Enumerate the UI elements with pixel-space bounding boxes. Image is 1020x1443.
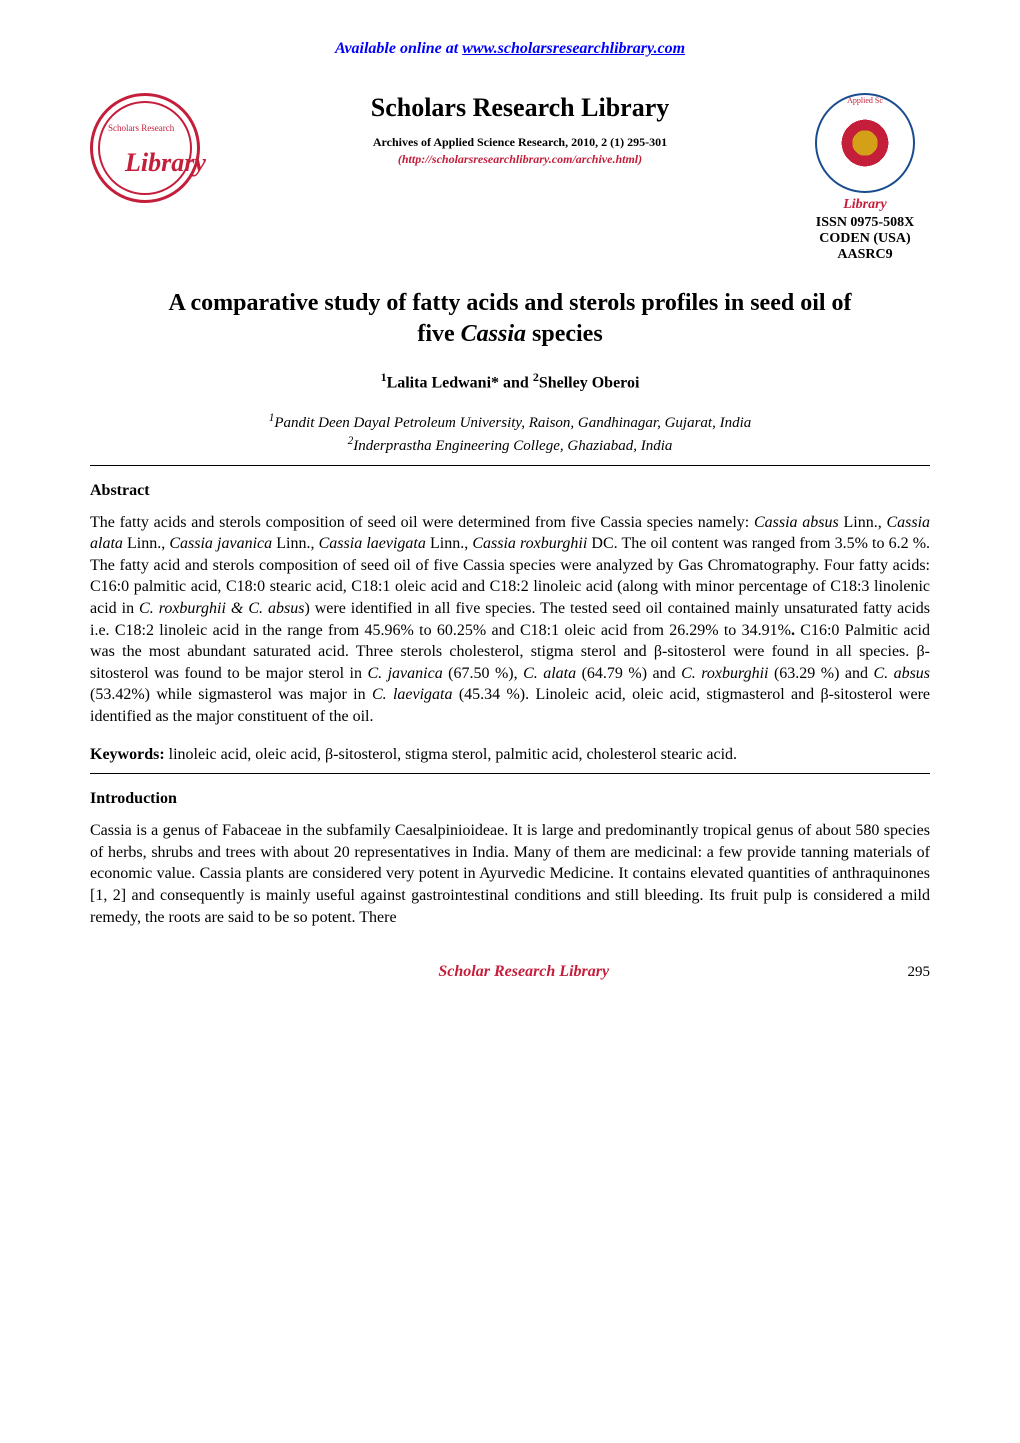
abstract-p12: (53.42%) while sigmasterol was major in <box>90 686 372 703</box>
abstract-p10: (64.79 %) and <box>576 665 681 682</box>
abstract-p5: Linn., <box>426 535 472 552</box>
abstract-i10: C. absus <box>873 665 930 682</box>
footer-center-text: Scholar Research Library <box>140 963 908 981</box>
authors: 1Lalita Ledwani* and 2Shelley Oberoi <box>90 370 930 392</box>
logo-small-text: Scholars Research <box>108 123 174 133</box>
abstract-p3: Linn., <box>123 535 169 552</box>
author1-sup: 1 <box>381 370 387 384</box>
keywords: Keywords: linoleic acid, oleic acid, β-s… <box>90 744 930 766</box>
abstract-i5: Cassia roxburghii <box>472 535 587 552</box>
title-line2-italic: Cassia <box>461 321 526 347</box>
available-prefix: Available online a <box>335 40 454 57</box>
abstract-heading: Abstract <box>90 482 930 500</box>
abstract-i7: C. javanica <box>367 665 442 682</box>
divider-2 <box>90 773 930 774</box>
available-t: t <box>454 40 462 57</box>
journal-citation: Archives of Applied Science Research, 20… <box>250 135 790 150</box>
title-line2-suffix: species <box>526 321 603 347</box>
logo-script-text: Library <box>125 148 206 178</box>
coden-code: AASRC9 <box>837 247 892 262</box>
issn-text: ISSN 0975-508X <box>800 215 930 231</box>
logo-left: Scholars Research Library <box>90 93 240 203</box>
affiliation1: Pandit Deen Dayal Petroleum University, … <box>274 415 751 431</box>
abstract-i4: Cassia laevigata <box>319 535 426 552</box>
page-number: 295 <box>908 964 931 981</box>
journal-title: Scholars Research Library <box>250 93 790 123</box>
keywords-text: linoleic acid, oleic acid, β-sitosterol,… <box>165 746 737 763</box>
abstract-i6: C. roxburghii & C. absus <box>139 600 304 617</box>
abstract-p4: Linn., <box>272 535 318 552</box>
abstract-i11: C. laevigata <box>372 686 453 703</box>
abstract-p11: (63.29 %) and <box>768 665 873 682</box>
abstract-i8: C. alata <box>523 665 576 682</box>
header-online-link: Available online at www.scholarsresearch… <box>90 40 930 58</box>
abstract-text: The fatty acids and sterols composition … <box>90 512 930 728</box>
badge-icon: Applied Sc <box>815 93 915 193</box>
footer: Scholar Research Library 295 <box>90 963 930 981</box>
title-line2-prefix: five <box>417 321 460 347</box>
coden-prefix: CODEN (USA) <box>819 231 910 246</box>
abstract-i1: Cassia absus <box>754 514 839 531</box>
divider-1 <box>90 465 930 466</box>
journal-archive-url: (http://scholarsresearchlibrary.com/arch… <box>250 152 790 167</box>
keywords-label: Keywords: <box>90 746 165 763</box>
header-url[interactable]: www.scholarsresearchlibrary.com <box>462 40 685 57</box>
article-title: A comparative study of fatty acids and s… <box>90 288 930 350</box>
introduction-heading: Introduction <box>90 790 930 808</box>
title-line1: A comparative study of fatty acids and s… <box>168 290 851 316</box>
introduction-text: Cassia is a genus of Fabaceae in the sub… <box>90 820 930 928</box>
badge-inner-seal-icon <box>835 113 895 173</box>
abstract-p1: The fatty acids and sterols composition … <box>90 514 754 531</box>
badge-arc-text: Applied Sc <box>815 96 915 105</box>
affiliation2: Inderprastha Engineering College, Ghazia… <box>353 438 672 454</box>
abstract-p2: Linn., <box>839 514 887 531</box>
abstract-p9: (67.50 %), <box>443 665 523 682</box>
badge-library-text: Library <box>800 197 930 213</box>
abstract-i9: C. roxburghii <box>681 665 768 682</box>
abstract-i3: Cassia javanica <box>169 535 272 552</box>
author2-sup: 2 <box>533 370 539 384</box>
logo-right: Applied Sc Library ISSN 0975-508X CODEN … <box>800 93 930 263</box>
journal-center-block: Scholars Research Library Archives of Ap… <box>240 93 800 167</box>
header-row: Scholars Research Library Scholars Resea… <box>90 93 930 263</box>
coden-text: CODEN (USA) AASRC9 <box>800 231 930 263</box>
affiliations: 1Pandit Deen Dayal Petroleum University,… <box>90 411 930 457</box>
